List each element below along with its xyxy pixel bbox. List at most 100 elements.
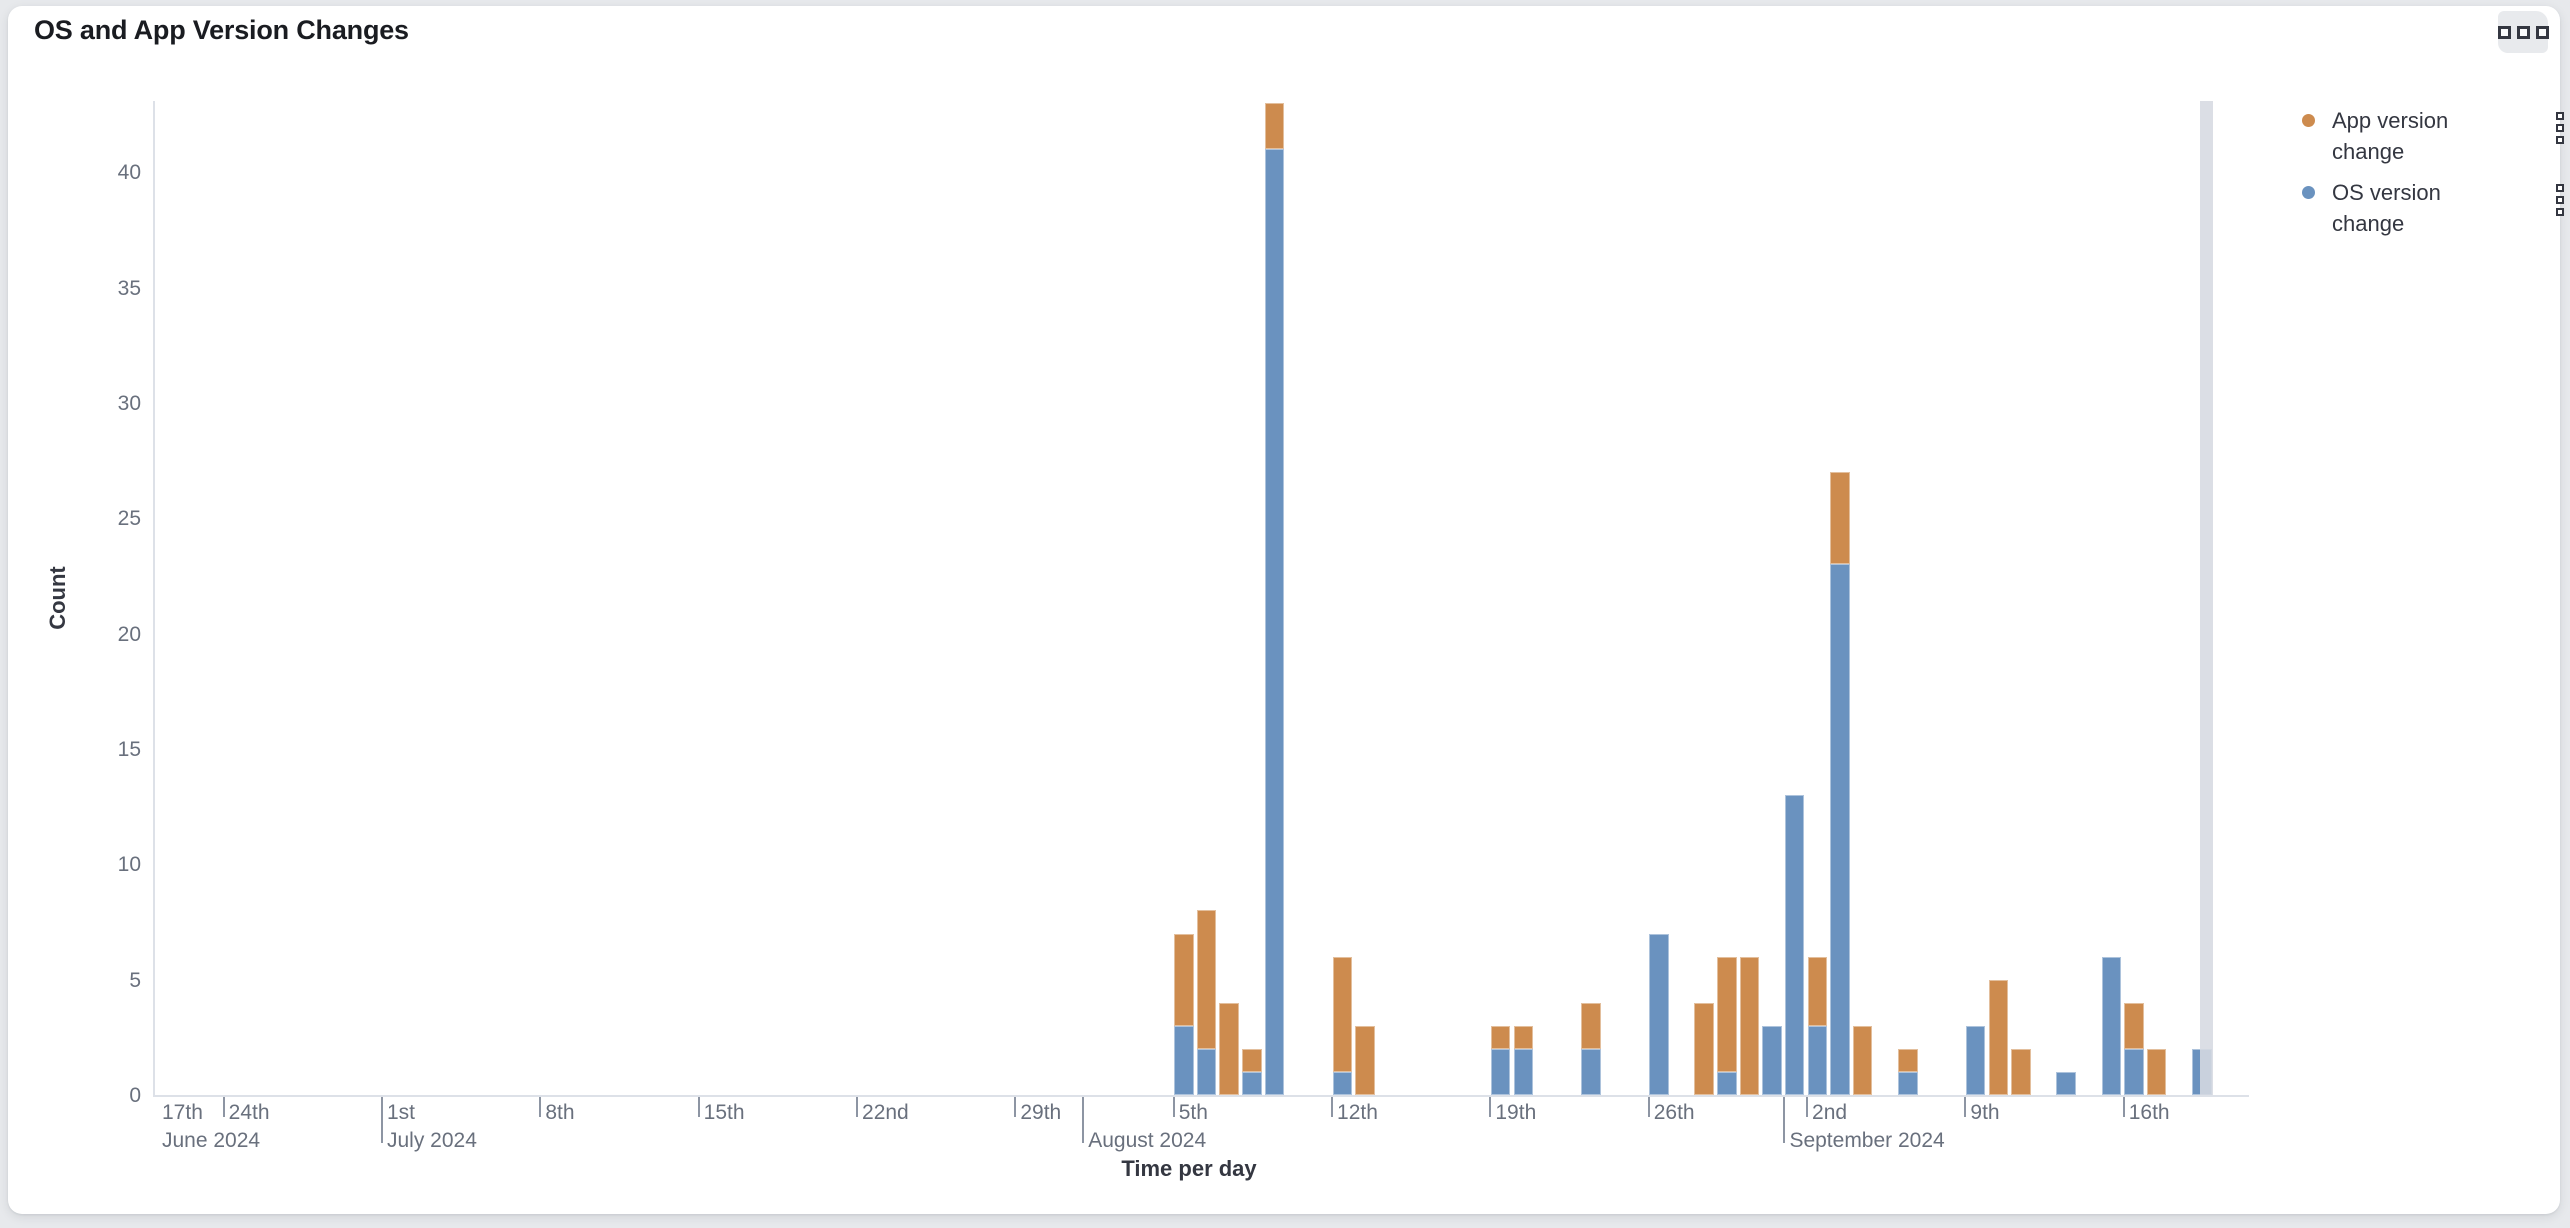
x-tick-label: 24th	[228, 1101, 270, 1124]
bar-segment-os[interactable]	[2124, 1048, 2144, 1095]
x-tick-line	[539, 1097, 542, 1117]
x-tick-label: 22nd	[862, 1101, 909, 1124]
x-axis-line	[153, 1095, 2249, 1097]
bar-segment-os[interactable]	[1649, 933, 1669, 1095]
bar-segment-app[interactable]	[2146, 1048, 2167, 1095]
partial-bucket-band	[2200, 101, 2213, 1095]
boxes-vertical-icon	[2556, 112, 2564, 144]
bar-segment-os[interactable]	[1965, 1025, 1986, 1095]
bar-segment-os[interactable]	[1242, 1071, 1262, 1095]
panel-options-button[interactable]	[2497, 11, 2549, 53]
y-tick-label: 20	[117, 622, 141, 646]
x-tick-line	[2122, 1097, 2125, 1117]
bar-segment-app[interactable]	[1332, 956, 1353, 1072]
x-tick-label: 1st	[387, 1101, 416, 1124]
x-tick-month-label: July 2024	[387, 1129, 477, 1152]
bar-segment-app[interactable]	[1581, 1002, 1601, 1049]
bar-segment-app[interactable]	[1490, 1025, 1511, 1049]
y-axis-line	[153, 101, 155, 1097]
bar-segment-app[interactable]	[1355, 1025, 1375, 1095]
bar-segment-app[interactable]	[2011, 1048, 2031, 1095]
bar-segment-app[interactable]	[1694, 1002, 1714, 1095]
x-tick-line	[697, 1097, 700, 1117]
legend-dot-os-version-change	[2302, 186, 2315, 199]
bar-segment-os[interactable]	[1784, 795, 1805, 1095]
y-axis-title: Count	[45, 566, 70, 630]
y-tick-label: 5	[129, 968, 141, 992]
x-tick-line	[1489, 1097, 1492, 1117]
bar-segment-app[interactable]	[1898, 1048, 1918, 1072]
bar-segment-app[interactable]	[1513, 1025, 1533, 1049]
bar-segment-app[interactable]	[1988, 979, 2009, 1095]
y-tick-label: 35	[117, 276, 141, 300]
x-tick-label: 16th	[2128, 1101, 2170, 1124]
x-tick-line	[1014, 1097, 1017, 1117]
legend-label: OS version change	[2332, 180, 2441, 236]
x-axis-title: Time per day	[1121, 1156, 1257, 1181]
y-tick-label: 15	[117, 737, 141, 761]
y-tick-label: 0	[129, 1084, 141, 1107]
y-tick-label: 30	[117, 391, 141, 415]
x-tick-month-label: August 2024	[1088, 1129, 1207, 1152]
x-tick-line	[856, 1097, 859, 1117]
bar-segment-os[interactable]	[1717, 1071, 1737, 1095]
x-tick-label: 15th	[703, 1101, 745, 1124]
bar-segment-os[interactable]	[1807, 1025, 1828, 1095]
x-tick-line	[1647, 1097, 1650, 1117]
boxes-horizontal-icon	[2497, 25, 2549, 39]
x-tick-label: 19th	[1495, 1101, 1537, 1124]
panel-title: OS and App Version Changes	[34, 15, 409, 45]
x-tick-line	[1806, 1097, 1809, 1117]
bar-segment-app[interactable]	[1717, 956, 1737, 1072]
legend-actions-button[interactable]	[2550, 105, 2570, 145]
bar-segment-os[interactable]	[1581, 1048, 1601, 1095]
bar-segment-os[interactable]	[1513, 1048, 1533, 1095]
x-tick-label: 26th	[1653, 1101, 1695, 1124]
x-tick-line	[222, 1097, 225, 1117]
x-tick-month-label: June 2024	[162, 1129, 261, 1152]
bar-segment-os[interactable]	[1264, 149, 1285, 1095]
legend-item-app-version-change[interactable]: App version change	[2302, 105, 2570, 167]
x-tick-label: 9th	[1970, 1101, 2000, 1124]
y-tick-label: 25	[117, 507, 141, 531]
x-tick-label: 2nd	[1812, 1101, 1848, 1124]
visualization-panel: OS and App Version Changes Count Time pe…	[8, 6, 2564, 1214]
x-tick-line	[381, 1097, 383, 1143]
bar-segment-app[interactable]	[1174, 933, 1194, 1026]
bar-segment-os[interactable]	[1490, 1048, 1511, 1095]
x-tick-month-label: September 2024	[1789, 1129, 1945, 1152]
bar-segment-app[interactable]	[1830, 472, 1850, 565]
bar-segment-os[interactable]	[1174, 1025, 1194, 1095]
x-tick-label: 5th	[1178, 1101, 1208, 1124]
bar-segment-app[interactable]	[2124, 1002, 2144, 1049]
boxes-vertical-icon	[2556, 184, 2564, 216]
bar-segment-os[interactable]	[1332, 1071, 1353, 1095]
legend-dot-app-version-change	[2302, 114, 2315, 127]
legend-actions-button[interactable]	[2550, 177, 2570, 217]
bar-segment-app[interactable]	[1739, 956, 1760, 1095]
y-tick-label: 40	[117, 161, 141, 185]
legend-label: App version change	[2332, 108, 2449, 164]
bar-segment-app[interactable]	[1264, 102, 1285, 150]
bar-segment-os[interactable]	[2101, 956, 2122, 1095]
bar-segment-app[interactable]	[1242, 1048, 1262, 1072]
x-tick-line	[1082, 1097, 1085, 1143]
bar-segment-os[interactable]	[1898, 1071, 1918, 1095]
bar-segment-app[interactable]	[1196, 910, 1217, 1049]
legend-item-os-version-change[interactable]: OS version change	[2302, 177, 2570, 239]
bar-segment-os[interactable]	[1830, 564, 1850, 1095]
bar-segment-app[interactable]	[1807, 956, 1828, 1026]
bar-segment-os[interactable]	[1196, 1048, 1217, 1095]
y-tick-label: 10	[117, 853, 141, 877]
chart-plot-area: Count Time per day 0 5 10 15 20 25 30 35 40 17th J…	[8, 6, 2560, 1214]
x-tick-line	[1331, 1097, 1334, 1117]
x-tick-label: 8th	[545, 1101, 575, 1124]
bar-segment-app[interactable]	[1219, 1002, 1239, 1095]
bar-segment-app[interactable]	[1852, 1025, 1873, 1095]
bar-segment-os[interactable]	[2056, 1071, 2076, 1095]
x-tick-line	[1172, 1097, 1175, 1117]
bar-segment-os[interactable]	[1762, 1025, 1782, 1095]
x-tick-line	[1964, 1097, 1967, 1117]
x-tick-line	[1783, 1097, 1786, 1143]
x-tick-label: 12th	[1337, 1101, 1378, 1124]
